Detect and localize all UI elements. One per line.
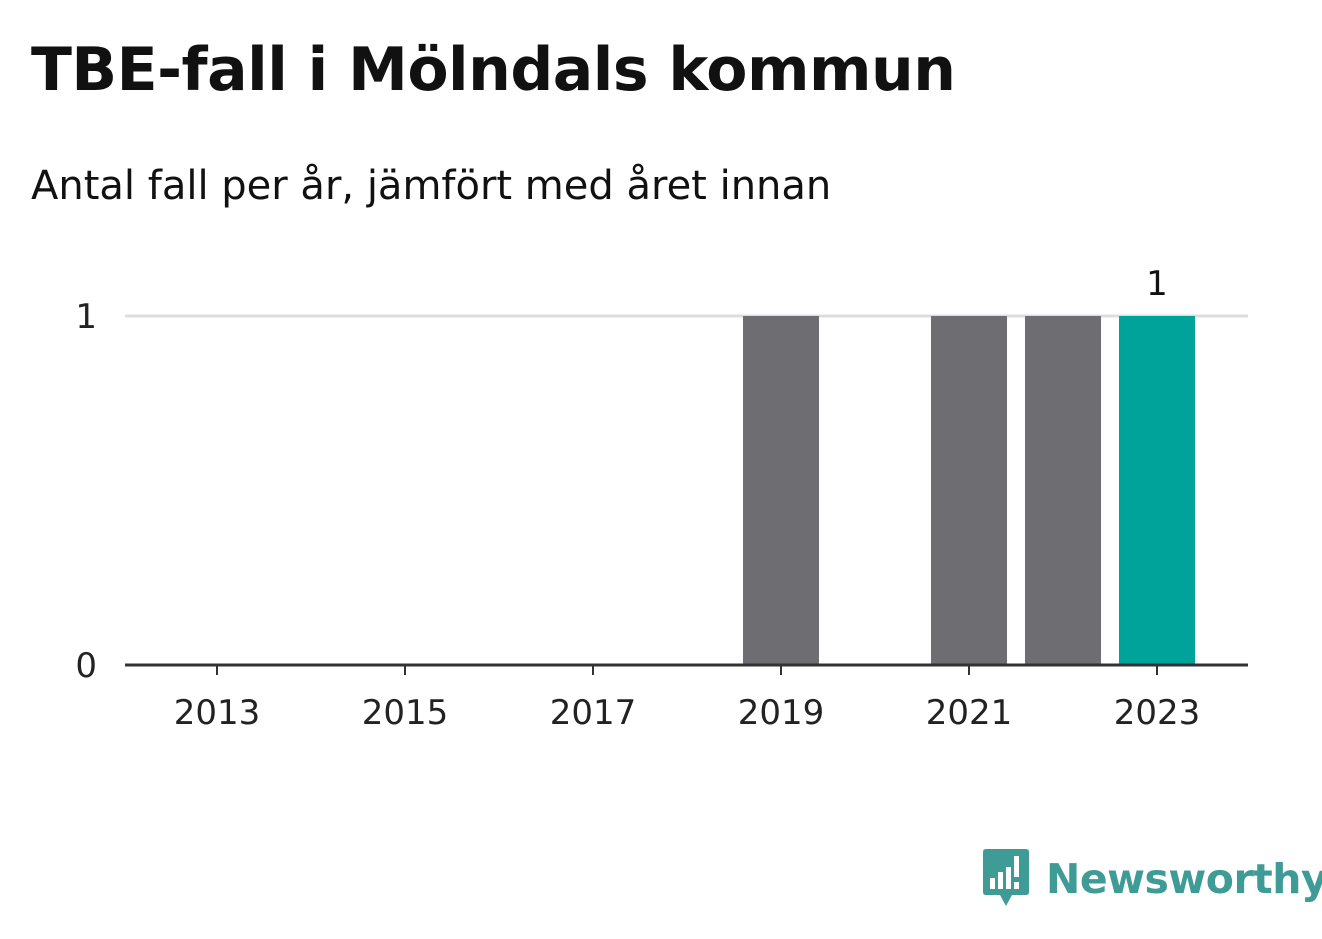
newsworthy-brand: Newsworthy	[980, 848, 1322, 910]
bar	[1119, 316, 1195, 665]
y-tick-label: 1	[75, 297, 97, 337]
newsworthy-logo-icon	[983, 849, 1029, 906]
x-tick-label: 2013	[174, 693, 261, 733]
x-tick-label: 2023	[1114, 693, 1201, 733]
x-tick-label: 2021	[926, 693, 1013, 733]
brand-name: Newsworthy	[1046, 855, 1322, 903]
bar	[931, 316, 1007, 665]
bar	[1025, 316, 1101, 665]
chart-title: TBE-fall i Mölndals kommun	[31, 35, 956, 105]
bar	[743, 316, 819, 665]
chart-subtitle: Antal fall per år, jämfört med året inna…	[31, 163, 832, 209]
x-tick-label: 2017	[550, 693, 637, 733]
x-tick-label: 2019	[738, 693, 825, 733]
data-label: 1	[1146, 264, 1168, 304]
x-tick-label: 2015	[362, 693, 449, 733]
y-tick-label: 0	[75, 646, 97, 686]
